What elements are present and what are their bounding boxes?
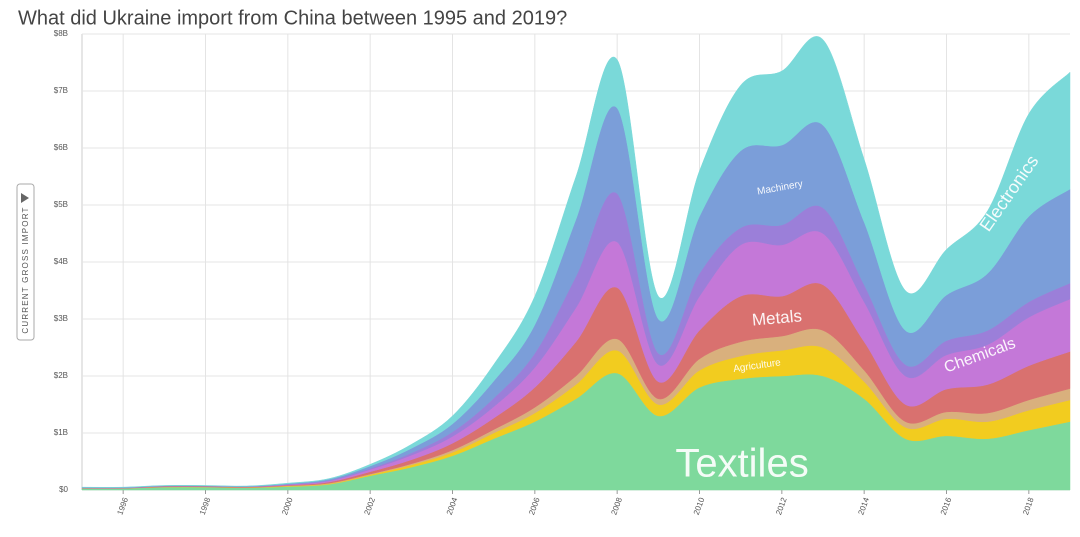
y-label-text: CURRENT GROSS IMPORT <box>21 206 30 333</box>
x-tick-label: 2000 <box>280 496 295 516</box>
x-tick-label: 2012 <box>774 496 789 516</box>
series-label: Metals <box>751 306 803 329</box>
x-tick-label: 2008 <box>609 496 624 516</box>
y-tick-label: $4B <box>54 257 68 266</box>
y-tick-label: $1B <box>54 428 68 437</box>
series-label: Textiles <box>675 442 808 486</box>
x-tick-label: 2018 <box>1021 496 1036 516</box>
y-tick-label: $6B <box>54 143 68 152</box>
x-tick-label: 1998 <box>198 496 213 516</box>
x-tick-label: 2006 <box>527 496 542 516</box>
y-tick-label: $7B <box>54 86 68 95</box>
y-axis-label: CURRENT GROSS IMPORT <box>16 183 35 341</box>
areas <box>81 36 1071 491</box>
x-tick-label: 2014 <box>856 496 871 516</box>
x-tick-label: 2016 <box>939 496 954 516</box>
y-tick-label: $0 <box>59 485 68 494</box>
y-tick-label: $8B <box>54 29 68 38</box>
x-tick-label: 2010 <box>692 496 707 516</box>
y-tick-label: $3B <box>54 314 68 323</box>
chart-title: What did Ukraine import from China betwe… <box>18 7 567 29</box>
x-tick-label: 1996 <box>115 496 130 516</box>
y-tick-label: $2B <box>54 371 68 380</box>
y-tick-label: $5B <box>54 200 68 209</box>
area <box>81 36 1071 488</box>
x-tick-label: 2002 <box>362 496 377 516</box>
y-label-box <box>16 183 35 341</box>
x-tick-label: 2004 <box>445 496 460 516</box>
y-label-arrow <box>21 193 29 203</box>
